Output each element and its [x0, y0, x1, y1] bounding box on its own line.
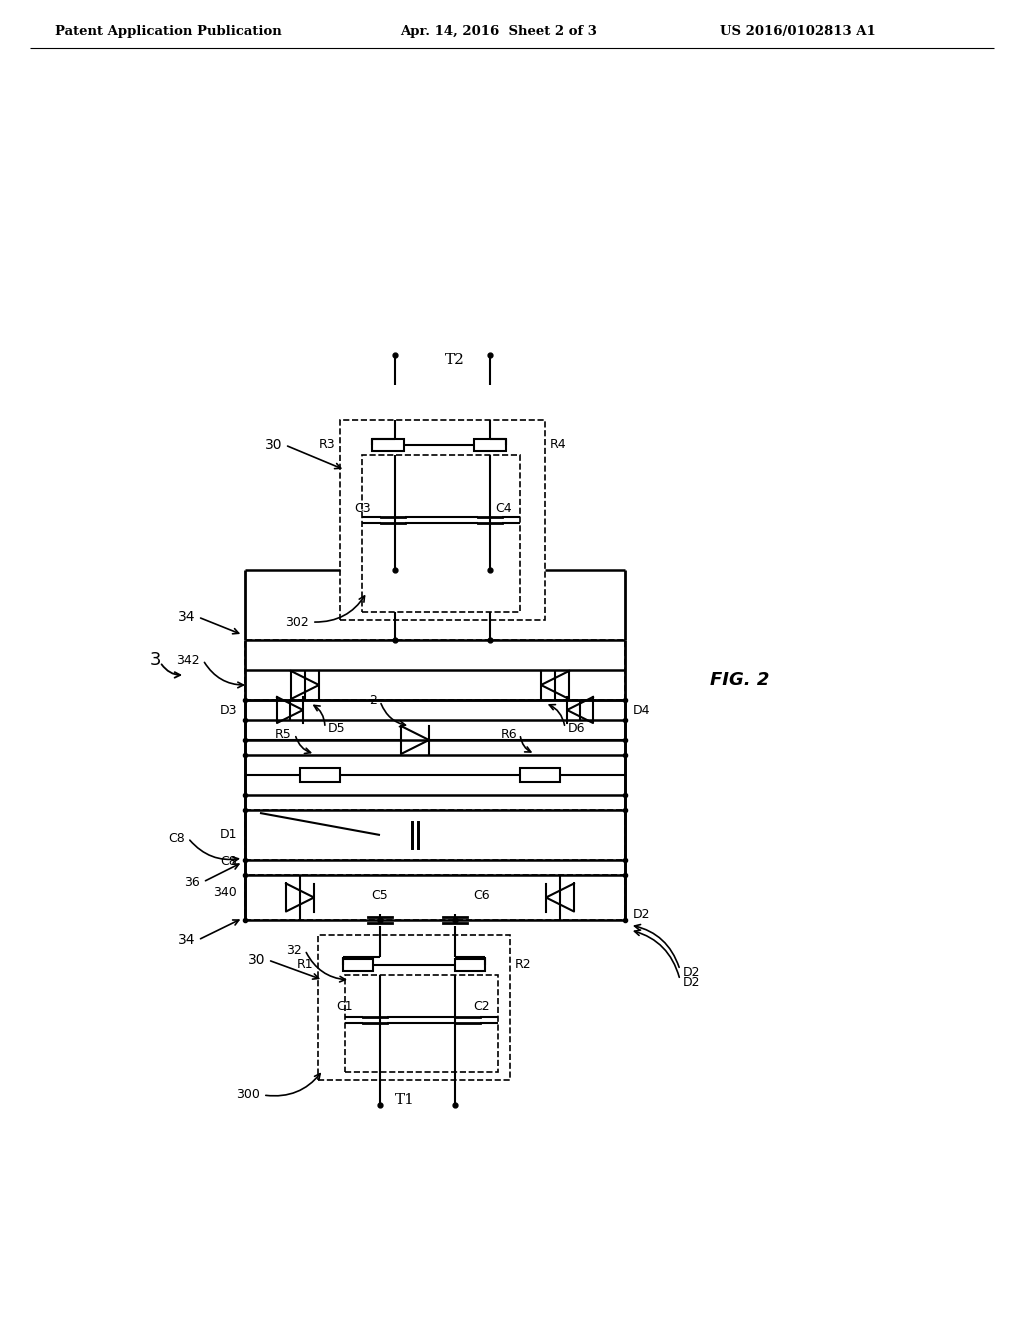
Bar: [245, 875, 625, 920]
Text: Apr. 14, 2016  Sheet 2 of 3: Apr. 14, 2016 Sheet 2 of 3: [400, 25, 597, 38]
Bar: [474, 440, 506, 451]
Text: R3: R3: [318, 438, 335, 451]
Text: D5: D5: [328, 722, 346, 734]
Text: 342: 342: [176, 653, 200, 667]
Text: C4: C4: [495, 502, 512, 515]
Bar: [362, 455, 520, 612]
Text: D3: D3: [219, 704, 237, 717]
Text: 30: 30: [248, 953, 265, 968]
Text: 34: 34: [177, 610, 195, 624]
Bar: [345, 975, 498, 1072]
Text: D2: D2: [633, 908, 650, 921]
Text: 340: 340: [213, 886, 237, 899]
Bar: [340, 420, 545, 620]
Text: 34: 34: [177, 933, 195, 946]
Text: D1: D1: [219, 829, 237, 842]
Text: D6: D6: [568, 722, 586, 734]
Text: R6: R6: [501, 727, 517, 741]
Bar: [372, 440, 404, 451]
Text: 3: 3: [150, 651, 161, 669]
Text: US 2016/0102813 A1: US 2016/0102813 A1: [720, 25, 876, 38]
Bar: [520, 768, 560, 781]
Text: C6: C6: [473, 888, 489, 902]
Text: C3: C3: [354, 502, 371, 515]
Text: R5: R5: [275, 727, 292, 741]
Text: T1: T1: [395, 1093, 415, 1107]
Bar: [300, 768, 340, 781]
Text: 30: 30: [264, 438, 282, 451]
Text: 300: 300: [237, 1089, 260, 1101]
Text: R1: R1: [296, 958, 313, 972]
Bar: [455, 960, 485, 972]
Bar: [245, 810, 625, 861]
Text: C8: C8: [220, 855, 237, 869]
Bar: [318, 935, 510, 1080]
Text: C8: C8: [168, 832, 185, 845]
Text: 2: 2: [369, 694, 377, 708]
Text: Patent Application Publication: Patent Application Publication: [55, 25, 282, 38]
Text: 32: 32: [287, 944, 302, 957]
Text: D4: D4: [633, 704, 650, 717]
Text: 302: 302: [286, 615, 309, 628]
Text: T2: T2: [445, 352, 465, 367]
Text: D2: D2: [683, 966, 700, 979]
Text: 36: 36: [184, 875, 200, 888]
Bar: [245, 640, 625, 700]
Text: R4: R4: [550, 438, 566, 451]
Text: C2: C2: [473, 1001, 489, 1014]
Text: D2: D2: [683, 977, 700, 990]
Text: C5: C5: [372, 888, 388, 902]
Bar: [343, 960, 373, 972]
Text: R2: R2: [515, 958, 531, 972]
Text: FIG. 2: FIG. 2: [711, 671, 770, 689]
Text: C1: C1: [336, 1001, 353, 1014]
